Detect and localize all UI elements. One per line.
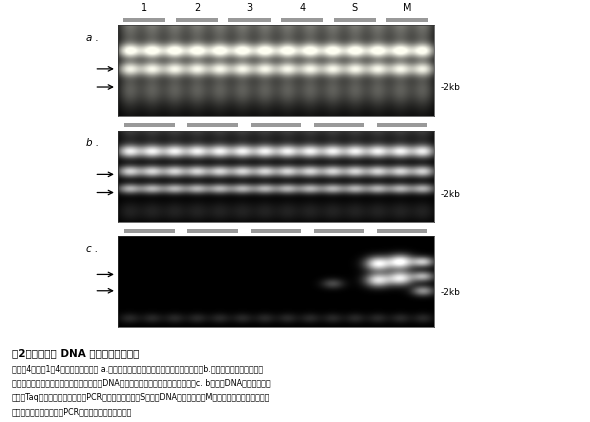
FancyBboxPatch shape	[281, 18, 323, 22]
Text: c .: c .	[86, 243, 98, 254]
Text: ルム抒出とエタノール沈殿により回収したDNAを鐸型として本法で分析した結果、c. bの回収DNAを鐸型として: ルム抒出とエタノール沈殿により回収したDNAを鐸型として本法で分析した結果、c.…	[12, 379, 270, 387]
Text: M: M	[403, 3, 412, 13]
FancyBboxPatch shape	[251, 229, 301, 233]
FancyBboxPatch shape	[251, 123, 301, 127]
Text: -2kb: -2kb	[441, 83, 461, 92]
Text: S: S	[352, 3, 358, 13]
Text: 位置の増幅産物を与えるPCRプライマーを使用した。: 位置の増幅産物を与えるPCRプライマーを使用した。	[12, 407, 132, 416]
FancyBboxPatch shape	[314, 123, 364, 127]
FancyBboxPatch shape	[334, 18, 376, 22]
FancyBboxPatch shape	[188, 123, 238, 127]
Text: b .: b .	[86, 138, 99, 148]
FancyBboxPatch shape	[123, 18, 165, 22]
Text: 通常のTaq酵素により同一条件でPCRを行った結果。　Sは純化DNAによる対照、Mは分子量マーカー。矢印の: 通常のTaq酵素により同一条件でPCRを行った結果。 Sは純化DNAによる対照、…	[12, 393, 270, 402]
FancyBboxPatch shape	[377, 229, 427, 233]
FancyBboxPatch shape	[188, 229, 238, 233]
Text: 異なる4検体（1〜4）を分析した例。 a.粗抒出液を鐸型として本法で分析した結果、b.粗抒出液からクロロフォ: 異なる4検体（1〜4）を分析した例。 a.粗抒出液を鐸型として本法で分析した結果…	[12, 364, 263, 373]
FancyBboxPatch shape	[124, 229, 175, 233]
FancyBboxPatch shape	[124, 123, 175, 127]
FancyBboxPatch shape	[176, 18, 218, 22]
Text: 囶2　カンキツ DNA マーカーの分析例: 囶2 カンキツ DNA マーカーの分析例	[12, 348, 139, 358]
Text: -2kb: -2kb	[441, 288, 461, 297]
FancyBboxPatch shape	[377, 123, 427, 127]
Text: 2: 2	[194, 3, 200, 13]
Text: a .: a .	[86, 32, 99, 43]
FancyBboxPatch shape	[314, 229, 364, 233]
FancyBboxPatch shape	[386, 18, 428, 22]
Text: 1: 1	[141, 3, 148, 13]
FancyBboxPatch shape	[228, 18, 271, 22]
Text: 3: 3	[247, 3, 253, 13]
Text: 4: 4	[299, 3, 305, 13]
Text: -2kb: -2kb	[441, 190, 461, 199]
